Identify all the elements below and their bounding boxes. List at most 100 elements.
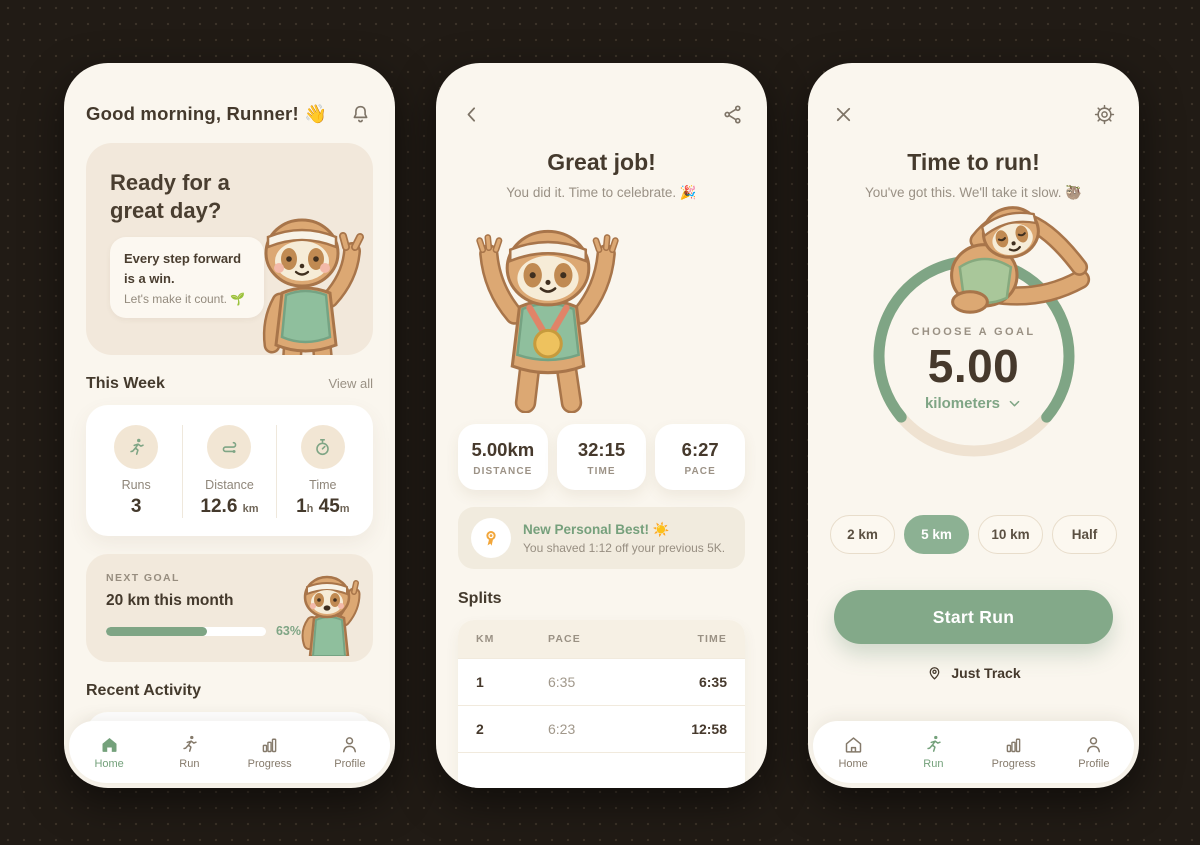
location-pin-icon [929,667,940,680]
stat-value: 1 [296,496,307,517]
stat-unit-2: m [339,503,350,515]
stat-label: Time [309,478,337,492]
chip-half[interactable]: Half [1052,515,1117,554]
time-stat-card: 32:15 TIME [556,424,647,490]
runner-icon [129,438,144,455]
table-row-clipped [458,752,745,788]
run-icon [927,735,941,752]
distance-stat-card: 5.00km DISTANCE [458,424,548,490]
next-goal-title: 20 km this month [106,592,234,609]
pointing-sloth-illustration [295,568,363,656]
bubble-line-2: is a win. [124,270,175,286]
gear-icon [1094,104,1114,124]
chip-5km[interactable]: 5 km [904,515,969,554]
tab-progress[interactable]: Progress [230,734,310,770]
chip-2km[interactable]: 2 km [830,515,895,554]
tab-profile[interactable]: Profile [1054,734,1134,770]
settings-button[interactable] [1091,101,1117,127]
tab-progress[interactable]: Progress [974,734,1054,770]
stopwatch-icon [316,438,330,455]
greeting-text: Good morning, Runner! 👋 [86,103,328,124]
run-icon [183,735,197,752]
share-button[interactable] [719,101,745,127]
home-icon [102,738,117,752]
stat-unit: km [242,503,259,515]
just-track-button[interactable]: Just Track [830,664,1117,681]
medal-icon [486,531,496,546]
next-goal-card: NEXT GOAL 20 km this month 63% [86,554,373,662]
next-goal-label: NEXT GOAL [106,572,180,584]
split-time: 6:35 [698,674,727,690]
stat-runs: Runs 3 [90,425,184,518]
progress-icon [1006,738,1021,753]
summary-title: Great job! [547,149,656,175]
tab-home[interactable]: Home [69,734,149,770]
split-km: 2 [476,721,484,737]
tab-profile[interactable]: Profile [310,734,390,770]
goal-unit-dropdown[interactable]: kilometers [925,395,1022,412]
goal-progress-percent: 63% [275,624,301,638]
summary-subtitle: You did it. Time to celebrate. 🎉 [506,185,697,200]
split-pace: 6:23 [548,721,576,737]
goal-unit-label: kilometers [924,395,1001,412]
stat-label: Runs [121,478,151,492]
stat-value: 32:15 [577,439,626,460]
tab-run[interactable]: Run [149,734,229,770]
goal-progress-fill [106,626,207,636]
table-row: 2 6:23 12:58 [458,705,745,752]
distance-chip-group: 2 km 5 km 10 km Half [830,515,1117,554]
summary-screen-phone: Great job! You did it. Time to celebrate… [436,63,767,788]
close-icon [836,107,850,121]
col-pace: PACE [548,633,581,645]
home-screen: Good morning, Runner! 👋 Ready for a grea… [64,63,395,788]
back-button[interactable] [458,101,484,127]
route-icon [222,441,237,453]
stat-time: Time 1h 45m [277,425,369,518]
pace-stat-card: 6:27 PACE [655,424,746,490]
stat-value: 12.6 [200,496,238,517]
goal-gauge: CHOOSE A GOAL 5.00 kilometers [871,253,1077,459]
split-pace: 6:35 [548,674,576,690]
tab-label: Home [838,758,868,770]
tab-label: Progress [247,758,292,770]
celebrating-sloth-illustration [458,213,638,413]
tab-label: Profile [334,758,366,770]
recent-activity-heading: Recent Activity [86,682,201,699]
stat-value: 6:27 [681,439,719,460]
run-setup-screen-phone: Time to run! You've got this. We'll take… [808,63,1139,788]
stat-label: PACE [684,466,716,477]
col-time: TIME [697,633,727,645]
stat-distance: Distance 12.6 km [183,425,277,518]
tab-label: Run [923,758,944,770]
chip-10km[interactable]: 10 km [978,515,1043,554]
chevron-down-icon [1009,400,1020,407]
bottom-nav: Home Run Progress Profile [69,721,390,783]
tab-home[interactable]: Home [813,734,893,770]
this-week-heading: This Week [86,375,165,392]
personal-best-subtitle: You shaved 1:12 off your previous 5K. [523,540,726,555]
personal-best-banner: New Personal Best! ☀️ You shaved 1:12 of… [458,507,745,569]
tab-label: Run [179,758,200,770]
home-icon [845,737,861,753]
tab-run[interactable]: Run [893,734,973,770]
hero-card: Ready for a great day? Every step forwar… [86,143,373,355]
view-all-link[interactable]: View all [328,376,373,391]
notifications-button[interactable] [347,101,373,127]
tab-label: Profile [1078,758,1110,770]
splits-heading: Splits [458,590,502,607]
close-button[interactable] [830,101,856,127]
run-setup-screen: Time to run! You've got this. We'll take… [808,63,1139,788]
goal-value: 5.00 [927,340,1020,392]
motivation-bubble: Every step forward is a win. Let's make … [110,237,264,319]
share-icon [723,104,741,124]
choose-goal-label: CHOOSE A GOAL [911,326,1036,338]
profile-icon [343,737,357,753]
split-km: 1 [476,674,484,690]
bubble-line-1: Every step forward [124,251,242,267]
run-title: Time to run! [907,149,1040,175]
profile-icon [1087,737,1101,753]
stat-label: Distance [205,478,254,492]
stat-value: 3 [130,496,142,517]
start-run-button[interactable]: Start Run [834,590,1113,644]
bottom-nav: Home Run Progress Profile [813,721,1134,783]
